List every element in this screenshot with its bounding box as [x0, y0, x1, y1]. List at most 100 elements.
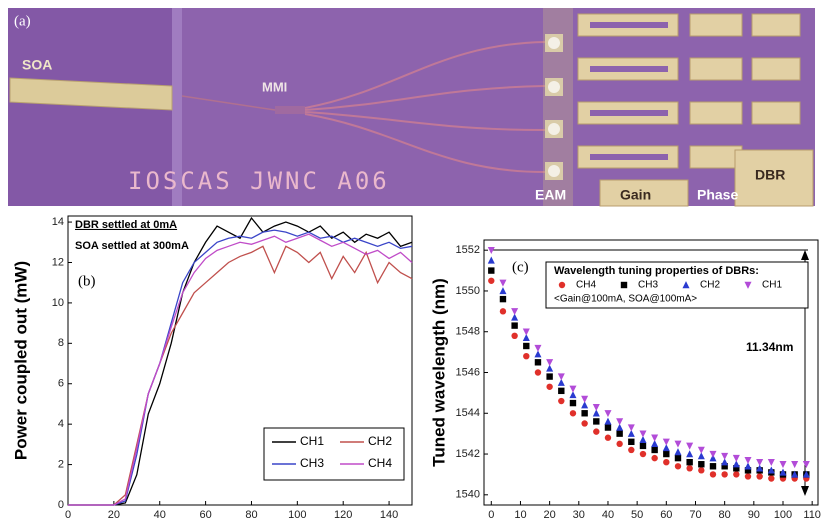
point — [616, 440, 623, 448]
dbr-pad — [734, 149, 814, 207]
dbr-electrode — [751, 57, 801, 81]
legend-label: CH2 — [700, 280, 720, 291]
y-tick-label: 4 — [58, 418, 64, 430]
point — [744, 462, 752, 470]
point — [628, 446, 635, 454]
point — [697, 446, 705, 454]
point — [744, 456, 752, 464]
legend-label: CH4 — [368, 456, 392, 470]
point — [767, 458, 775, 467]
x-tick-label: 100 — [774, 509, 792, 521]
y-tick-label: 1548 — [456, 326, 480, 338]
point — [592, 409, 600, 417]
series-line — [68, 229, 413, 506]
panel-label: (a) — [14, 13, 31, 29]
point — [581, 401, 589, 409]
point — [674, 463, 682, 470]
point — [639, 435, 647, 443]
y-tick-label: 1546 — [456, 366, 480, 378]
point — [802, 461, 810, 469]
x-tick-label: 20 — [544, 509, 556, 521]
point — [721, 452, 729, 460]
y-tick-label: 1542 — [456, 448, 480, 460]
x-tick-label: 20 — [108, 509, 120, 521]
point — [721, 463, 728, 470]
point — [534, 369, 542, 376]
series-line — [68, 233, 413, 506]
point — [627, 424, 635, 432]
slot — [590, 110, 668, 116]
x-tick-label: 90 — [748, 509, 760, 521]
point — [522, 334, 530, 342]
panel-label: (c) — [512, 259, 529, 275]
point — [663, 458, 670, 466]
waveguide — [304, 85, 546, 111]
plot-frame — [67, 215, 413, 506]
legend-title: Wavelength tuning properties of DBRs: — [554, 265, 759, 277]
y-tick-label: 12 — [52, 256, 64, 268]
waveguide — [304, 113, 546, 173]
x-tick-label: 30 — [573, 509, 585, 521]
panel-label: (b) — [78, 273, 96, 289]
point — [674, 448, 682, 456]
point — [569, 385, 577, 393]
point — [733, 465, 740, 472]
x-tick-label: 110 — [803, 509, 821, 521]
point — [651, 446, 658, 454]
point — [651, 434, 659, 442]
y-tick-label: 10 — [52, 297, 64, 309]
point — [616, 430, 623, 437]
slot — [590, 154, 668, 160]
x-tick-label: 50 — [631, 509, 643, 521]
point — [709, 471, 717, 478]
phase-electrode — [689, 145, 743, 169]
point — [604, 410, 612, 418]
legend-label: CH2 — [368, 434, 392, 448]
series-line — [68, 216, 413, 506]
point — [581, 420, 588, 427]
point — [639, 442, 647, 450]
point — [488, 277, 495, 284]
point — [744, 467, 752, 474]
point — [791, 461, 799, 469]
probe-spot — [548, 37, 560, 49]
point — [557, 373, 565, 381]
point — [756, 458, 764, 467]
point — [662, 444, 670, 452]
x-tick-label: 80 — [245, 509, 257, 521]
y-tick-label: 2 — [58, 458, 64, 470]
x-tick-label: 0 — [65, 509, 71, 521]
chip-marking: IOSCAS JWNC A06 — [128, 167, 390, 195]
y-tick-label: 8 — [58, 337, 64, 349]
point — [686, 442, 694, 450]
mmi-coupler — [275, 106, 305, 114]
legend-swatch — [620, 281, 628, 289]
waveguide — [304, 111, 546, 131]
photo-label: SOA — [22, 57, 52, 73]
point — [581, 395, 589, 403]
dbr-electrode — [751, 101, 801, 125]
phase-electrode — [689, 13, 743, 37]
annotation: DBR settled at 0mA — [75, 219, 177, 231]
point — [511, 322, 518, 329]
point — [732, 454, 740, 462]
x-tick-label: 60 — [660, 509, 672, 521]
probe-spot — [548, 123, 560, 135]
point — [802, 470, 810, 478]
point — [499, 308, 507, 315]
point — [534, 359, 542, 366]
point — [523, 342, 530, 350]
point — [628, 438, 635, 446]
x-tick-label: 100 — [288, 509, 306, 521]
point — [639, 430, 647, 438]
point — [499, 295, 507, 303]
point — [709, 450, 717, 458]
point — [499, 287, 507, 295]
y-tick-label: 1550 — [456, 285, 480, 297]
point — [674, 440, 682, 448]
annotation: SOA settled at 300mA — [75, 240, 189, 252]
y-tick-label: 1552 — [456, 244, 480, 256]
point — [569, 399, 577, 407]
point — [779, 468, 787, 476]
